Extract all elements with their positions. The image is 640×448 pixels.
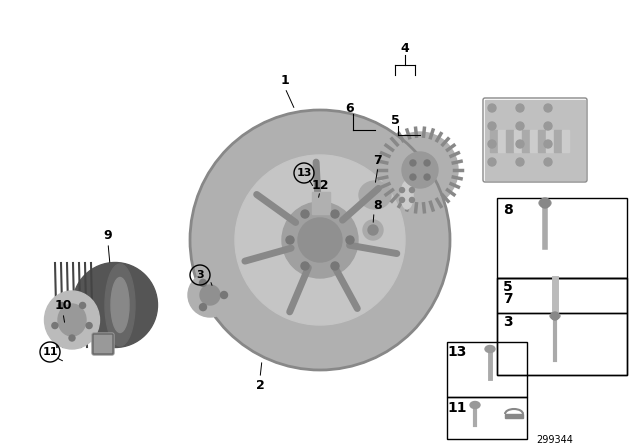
Circle shape bbox=[58, 302, 65, 308]
Text: 5: 5 bbox=[503, 280, 513, 294]
Bar bbox=[359, 185, 391, 213]
Circle shape bbox=[298, 218, 342, 262]
Bar bbox=[490, 130, 497, 152]
Ellipse shape bbox=[470, 401, 480, 409]
Circle shape bbox=[424, 160, 430, 166]
Circle shape bbox=[52, 323, 58, 328]
Text: 11: 11 bbox=[447, 401, 467, 415]
Ellipse shape bbox=[105, 264, 135, 346]
Ellipse shape bbox=[359, 181, 391, 209]
Text: 8: 8 bbox=[374, 198, 382, 211]
Bar bbox=[447, 342, 527, 397]
Text: 7: 7 bbox=[503, 292, 513, 306]
Circle shape bbox=[410, 174, 416, 180]
Circle shape bbox=[410, 188, 415, 193]
Circle shape bbox=[86, 323, 92, 328]
Bar bbox=[497, 278, 627, 313]
Circle shape bbox=[363, 220, 383, 240]
Circle shape bbox=[200, 280, 207, 286]
Bar bbox=[538, 130, 545, 152]
Circle shape bbox=[368, 225, 378, 235]
Bar bbox=[506, 130, 513, 152]
Circle shape bbox=[346, 236, 354, 244]
Circle shape bbox=[516, 122, 524, 130]
Circle shape bbox=[282, 202, 358, 278]
Bar bbox=[562, 130, 569, 152]
Text: 7: 7 bbox=[374, 154, 382, 167]
Circle shape bbox=[221, 292, 227, 298]
Circle shape bbox=[188, 273, 232, 317]
Circle shape bbox=[301, 210, 309, 218]
Bar bbox=[522, 130, 529, 152]
Circle shape bbox=[200, 285, 220, 305]
Circle shape bbox=[399, 198, 404, 202]
Circle shape bbox=[544, 122, 552, 130]
Bar bbox=[546, 130, 553, 152]
FancyBboxPatch shape bbox=[92, 333, 114, 355]
Circle shape bbox=[69, 335, 75, 341]
Circle shape bbox=[410, 198, 415, 202]
Text: 2: 2 bbox=[255, 379, 264, 392]
Circle shape bbox=[488, 104, 496, 112]
Bar bbox=[514, 130, 521, 152]
Bar bbox=[530, 130, 537, 152]
Text: 8: 8 bbox=[503, 203, 513, 217]
Bar bbox=[497, 278, 627, 375]
Circle shape bbox=[540, 198, 550, 208]
Circle shape bbox=[286, 236, 294, 244]
Ellipse shape bbox=[111, 277, 129, 332]
Circle shape bbox=[424, 174, 430, 180]
Bar bbox=[485, 100, 585, 180]
Ellipse shape bbox=[485, 345, 495, 353]
Circle shape bbox=[200, 304, 207, 310]
Circle shape bbox=[516, 140, 524, 148]
Polygon shape bbox=[505, 414, 523, 418]
Text: 299344: 299344 bbox=[536, 435, 573, 445]
Circle shape bbox=[235, 155, 405, 325]
Text: 13: 13 bbox=[447, 345, 467, 359]
Text: 5: 5 bbox=[390, 113, 399, 126]
Circle shape bbox=[331, 210, 339, 218]
Circle shape bbox=[79, 302, 86, 308]
Circle shape bbox=[410, 160, 416, 166]
Bar bbox=[497, 198, 627, 278]
Text: 4: 4 bbox=[401, 42, 410, 55]
Ellipse shape bbox=[550, 313, 560, 319]
Text: 11: 11 bbox=[42, 347, 58, 357]
Text: 13: 13 bbox=[296, 168, 312, 178]
Bar bbox=[498, 130, 505, 152]
Text: 12: 12 bbox=[311, 178, 329, 191]
Bar bbox=[554, 130, 561, 152]
Ellipse shape bbox=[539, 199, 551, 207]
Circle shape bbox=[544, 104, 552, 112]
Ellipse shape bbox=[45, 291, 99, 349]
Circle shape bbox=[190, 110, 450, 370]
Text: 3: 3 bbox=[503, 315, 513, 329]
Circle shape bbox=[516, 158, 524, 166]
Circle shape bbox=[551, 312, 559, 320]
Text: 6: 6 bbox=[346, 102, 355, 115]
Circle shape bbox=[301, 262, 309, 270]
Ellipse shape bbox=[401, 181, 413, 209]
Circle shape bbox=[488, 158, 496, 166]
Ellipse shape bbox=[72, 263, 157, 348]
Circle shape bbox=[382, 132, 458, 208]
Text: 3: 3 bbox=[196, 270, 204, 280]
Circle shape bbox=[488, 140, 496, 148]
Circle shape bbox=[399, 188, 404, 193]
Text: 1: 1 bbox=[280, 73, 289, 86]
Bar bbox=[447, 397, 527, 439]
Text: 9: 9 bbox=[104, 228, 112, 241]
Ellipse shape bbox=[58, 304, 86, 336]
Bar bbox=[497, 313, 627, 375]
Bar bbox=[312, 192, 330, 214]
Text: 10: 10 bbox=[54, 298, 72, 311]
Circle shape bbox=[516, 104, 524, 112]
Circle shape bbox=[544, 158, 552, 166]
Circle shape bbox=[331, 262, 339, 270]
Circle shape bbox=[544, 140, 552, 148]
Circle shape bbox=[402, 152, 438, 188]
Circle shape bbox=[488, 122, 496, 130]
